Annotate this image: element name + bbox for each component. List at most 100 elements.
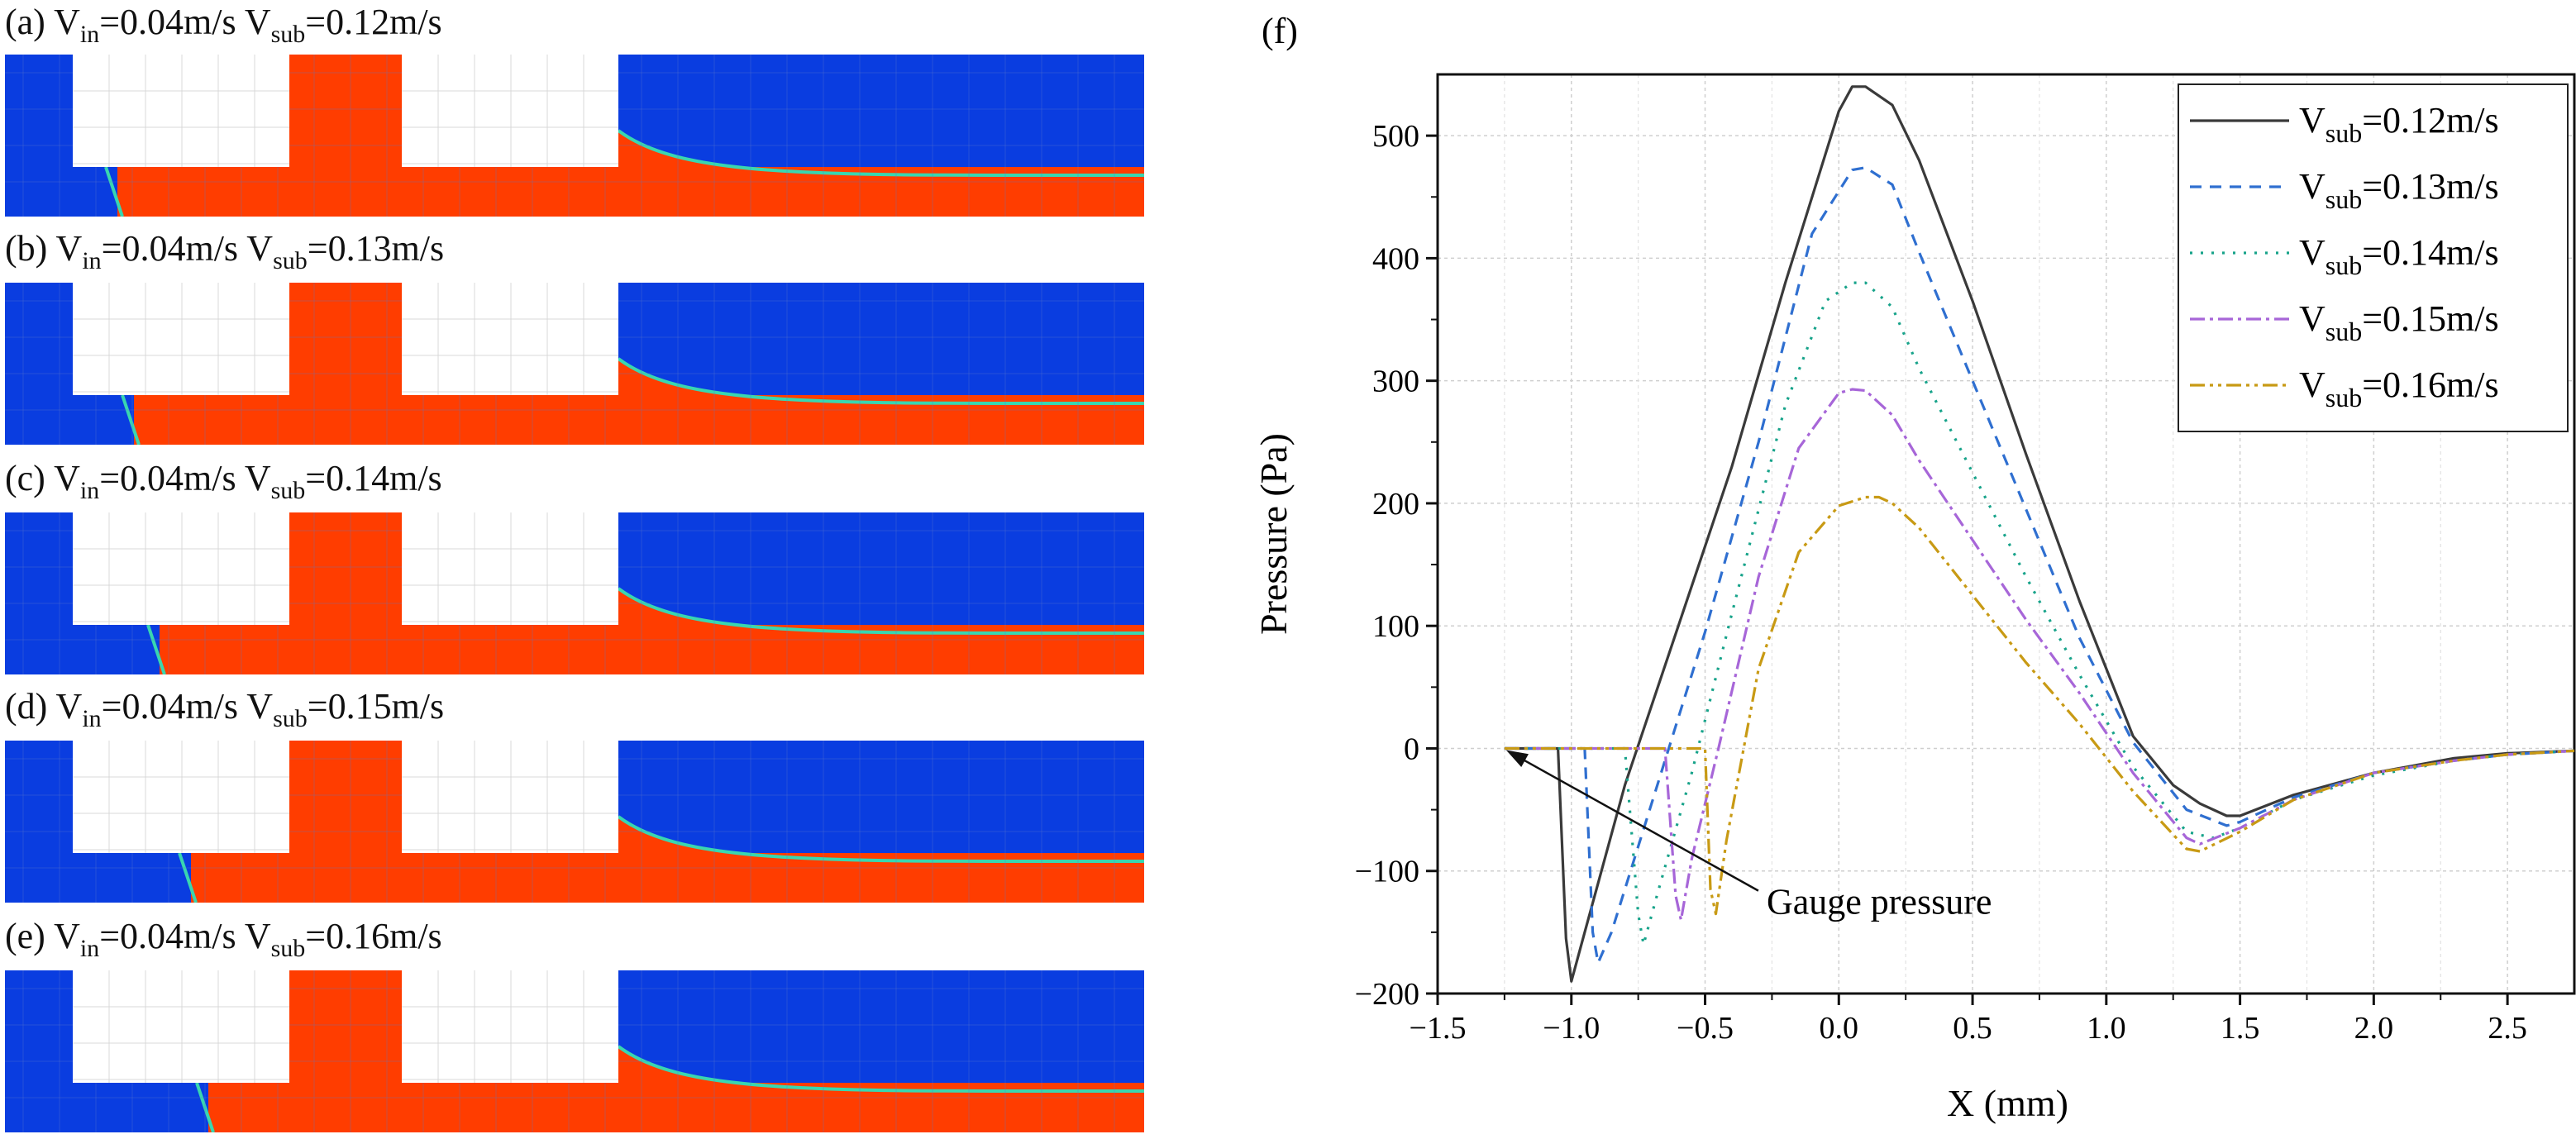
legend-box bbox=[2178, 83, 2569, 432]
legend-v: V bbox=[2299, 365, 2326, 405]
series-line-0.12m/s bbox=[1504, 85, 2574, 983]
red-free-surface-region bbox=[618, 131, 1144, 217]
annotation-text: Gauge pressure bbox=[1767, 882, 1992, 922]
x-tick-label: 2.5 bbox=[2488, 1011, 2527, 1046]
simulation-panel bbox=[5, 55, 1144, 217]
pressure-chart: (f) −1.5 −1.0 −0.5 0.0 0.5 1.0 1.5 2.0 2.5 −200 −1… bbox=[1252, 11, 2576, 1124]
legend-v: V bbox=[2299, 298, 2326, 339]
simulation-panel bbox=[5, 970, 1144, 1132]
x-tick-label: 1.0 bbox=[2087, 1011, 2126, 1046]
v-sub-value: 0.15m/s bbox=[327, 686, 445, 727]
red-feed-channel bbox=[289, 970, 402, 1083]
panel-label-c: (c) Vin=0.04m/s Vsub=0.14m/s bbox=[5, 458, 442, 503]
legend-subscript: sub bbox=[2326, 250, 2362, 280]
solid-block-right bbox=[402, 512, 618, 625]
annotation-arrow-head bbox=[1505, 750, 1529, 767]
red-feed-channel bbox=[289, 283, 402, 395]
legend-subscript: sub bbox=[2326, 118, 2362, 148]
sub-subscript: sub bbox=[273, 247, 308, 274]
v-prefix: V bbox=[55, 686, 83, 727]
panel-letter: (a) bbox=[5, 2, 45, 42]
v-sub-value: 0.12m/s bbox=[326, 2, 442, 42]
red-feed-channel bbox=[289, 741, 402, 853]
v-prefix: V bbox=[244, 458, 271, 498]
y-tick-label: 500 bbox=[1372, 119, 1419, 154]
legend-label: Vsub=0.12m/s bbox=[2299, 100, 2499, 148]
panel-letter: (c) bbox=[5, 458, 45, 498]
legend-label: Vsub=0.15m/s bbox=[2299, 298, 2499, 346]
x-tick-label: 0.5 bbox=[1953, 1011, 1992, 1046]
v-in-value: 0.04m/s bbox=[120, 458, 236, 498]
x-axis-label: X (mm) bbox=[1947, 1082, 2068, 1124]
annotation-arrow-line bbox=[1517, 755, 1759, 892]
equals-sign: = bbox=[305, 2, 327, 42]
red-feed-channel bbox=[289, 55, 402, 167]
equals-sign: = bbox=[99, 458, 121, 498]
solid-block-left bbox=[73, 283, 289, 395]
solid-block-left bbox=[73, 970, 289, 1083]
sub-subscript: sub bbox=[270, 935, 306, 962]
legend-subscript: sub bbox=[2326, 317, 2362, 346]
legend-value: =0.16m/s bbox=[2362, 365, 2498, 405]
y-tick-label: 300 bbox=[1372, 365, 1419, 399]
equals-sign: = bbox=[305, 916, 327, 956]
chart-panel-label: (f) bbox=[1262, 11, 1298, 51]
series-line-0.13m/s bbox=[1504, 166, 2574, 965]
y-axis-label: Pressure (Pa) bbox=[1252, 433, 1295, 635]
red-free-surface-region bbox=[618, 589, 1144, 674]
legend-value: =0.15m/s bbox=[2362, 298, 2498, 339]
plot-frame bbox=[1436, 73, 2576, 995]
y-tick-label: 0 bbox=[1404, 732, 1419, 766]
x-tick-label: 1.5 bbox=[2221, 1011, 2260, 1046]
in-subscript: in bbox=[82, 247, 102, 274]
v-in-value: 0.04m/s bbox=[122, 228, 239, 269]
legend-v: V bbox=[2299, 232, 2326, 273]
red-feed-channel bbox=[289, 512, 402, 625]
panel-letter: (d) bbox=[5, 686, 48, 727]
panel-label-b: (b) Vin=0.04m/s Vsub=0.13m/s bbox=[5, 228, 445, 274]
legend-label: Vsub=0.14m/s bbox=[2299, 232, 2499, 280]
v-prefix: V bbox=[54, 2, 80, 42]
red-free-surface-region bbox=[618, 359, 1144, 445]
v-prefix: V bbox=[246, 228, 274, 269]
solid-block-left bbox=[73, 55, 289, 167]
equals-sign: = bbox=[305, 458, 327, 498]
v-sub-value: 0.16m/s bbox=[326, 916, 442, 956]
contact-interface bbox=[121, 394, 141, 445]
equals-sign: = bbox=[307, 228, 328, 269]
equals-sign: = bbox=[307, 686, 328, 727]
legend-subscript: sub bbox=[2326, 184, 2362, 214]
simulation-panel bbox=[5, 741, 1144, 903]
sub-subscript: sub bbox=[270, 477, 306, 504]
v-prefix: V bbox=[54, 916, 80, 956]
free-surface-interface bbox=[617, 1045, 1144, 1094]
sub-subscript: sub bbox=[270, 21, 306, 48]
in-subscript: in bbox=[79, 477, 100, 504]
solid-block-left bbox=[73, 512, 289, 625]
legend-value: =0.13m/s bbox=[2362, 166, 2498, 207]
contact-interface bbox=[146, 624, 166, 674]
x-tick-label: 2.0 bbox=[2354, 1011, 2394, 1046]
solid-block-right bbox=[402, 741, 618, 853]
contact-interface bbox=[195, 1082, 215, 1132]
equals-sign: = bbox=[99, 916, 121, 956]
y-tick-label: −100 bbox=[1355, 855, 1419, 889]
red-free-surface-region bbox=[618, 817, 1144, 903]
series-line-0.16m/s bbox=[1504, 495, 2574, 916]
panel-label-e: (e) Vin=0.04m/s Vsub=0.16m/s bbox=[5, 916, 442, 961]
v-sub-value: 0.14m/s bbox=[326, 458, 442, 498]
red-free-surface-region bbox=[618, 1046, 1144, 1132]
y-tick-label: 200 bbox=[1372, 487, 1419, 522]
v-sub-value: 0.13m/s bbox=[327, 228, 445, 269]
y-tick-label: 400 bbox=[1372, 241, 1419, 276]
contact-interface bbox=[104, 166, 124, 217]
v-prefix: V bbox=[244, 916, 271, 956]
legend-v: V bbox=[2299, 166, 2326, 207]
equals-sign: = bbox=[99, 2, 121, 42]
in-subscript: in bbox=[82, 705, 102, 732]
panel-label-d: (d) Vin=0.04m/s Vsub=0.15m/s bbox=[5, 686, 445, 732]
chart-legend: Vsub=0.12m/sVsub=0.13m/sVsub=0.14m/sVsub… bbox=[2178, 83, 2569, 432]
free-surface-interface bbox=[617, 357, 1144, 406]
v-in-value: 0.04m/s bbox=[122, 686, 239, 727]
solid-block-right bbox=[402, 55, 618, 167]
